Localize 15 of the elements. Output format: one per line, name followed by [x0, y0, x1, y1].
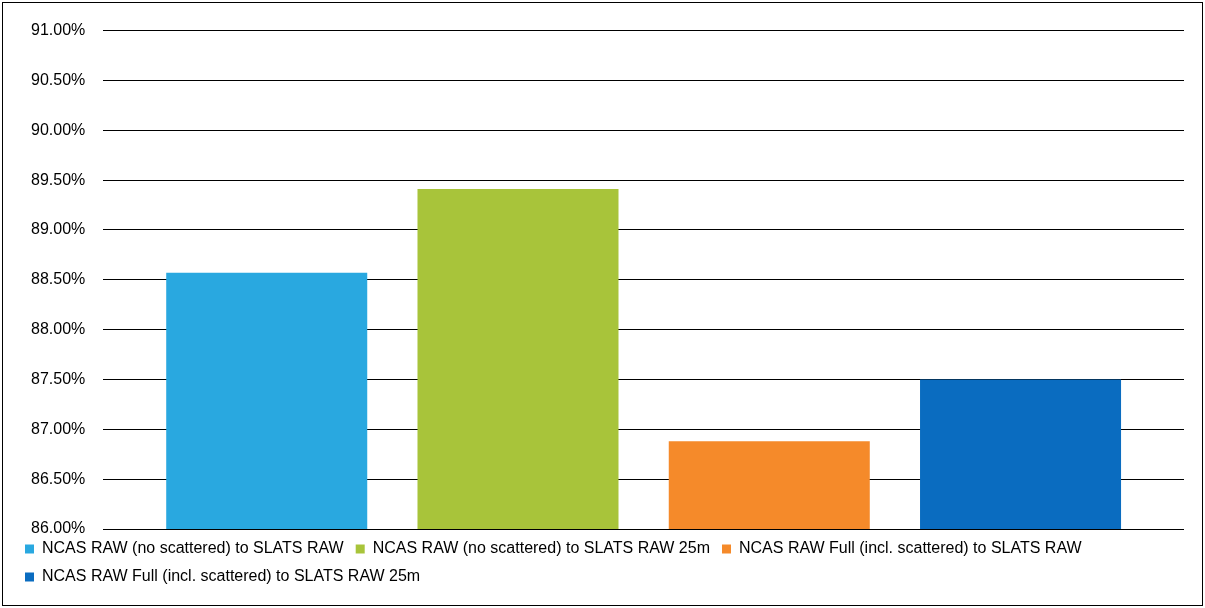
y-tick-label: 90.00%: [31, 120, 86, 138]
y-tick-label: 90.50%: [31, 70, 86, 88]
legend-label: NCAS RAW Full (incl. scattered) to SLATS RAW: [738, 539, 1083, 557]
y-tick-label: 87.00%: [31, 419, 86, 437]
y-tick-label: 86.00%: [31, 519, 86, 537]
legend-label: NCAS RAW Full (incl. scattered) to SLATS RAW 25m: [42, 567, 421, 585]
y-tick-label: 89.00%: [31, 220, 86, 238]
legend-label: NCAS RAW (no scattered) to SLATS RAW 25m: [372, 539, 710, 557]
y-tick-label: 91.00%: [31, 21, 86, 39]
y-tick-label: 88.00%: [31, 320, 86, 338]
legend-label: NCAS RAW (no scattered) to SLATS RAW: [42, 539, 345, 557]
y-tick-label: 87.50%: [31, 369, 86, 387]
y-tick-label: 89.50%: [31, 170, 86, 188]
y-tick-label: 88.50%: [31, 270, 86, 288]
y-tick-label: 86.50%: [31, 469, 86, 487]
